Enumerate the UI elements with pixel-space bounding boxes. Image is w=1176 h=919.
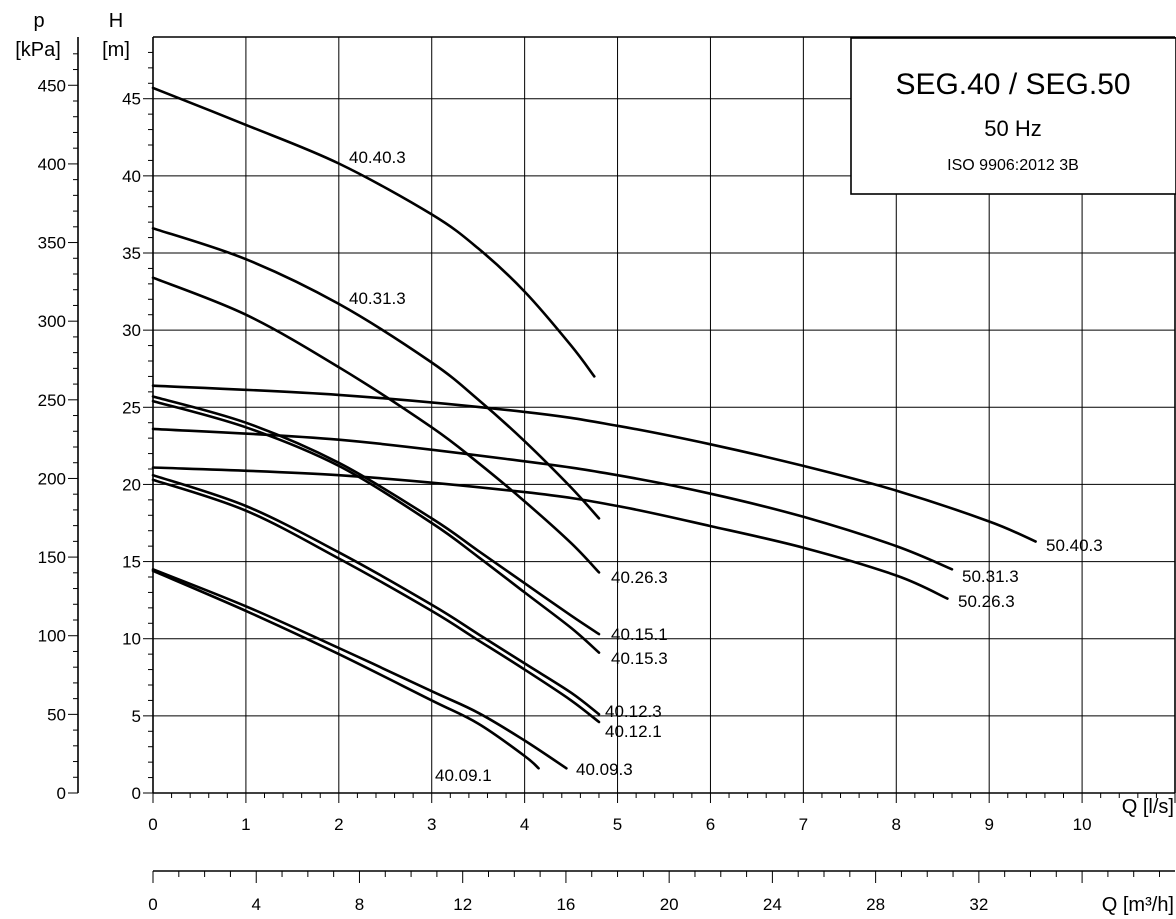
p-tick-label: 150 (38, 548, 66, 567)
h-tick-label: 20 (122, 475, 141, 494)
curve-40.26.3 (151, 276, 601, 574)
x2-tick-label: 4 (251, 895, 260, 914)
x-tick-label: 10 (1073, 815, 1092, 834)
x-tick-label: 1 (241, 815, 250, 834)
curve-label-50.31.3: 50.31.3 (962, 567, 1019, 586)
tick-marks: 0510152025303540450501001502002503003504… (38, 51, 1176, 914)
title-box-frame (850, 37, 1176, 195)
x-tick-label: 7 (799, 815, 808, 834)
curve-label-40.15.1: 40.15.1 (611, 625, 668, 644)
p-tick-label: 0 (57, 784, 66, 803)
x2-tick-label: 28 (866, 895, 885, 914)
x2-tick-label: 0 (148, 895, 157, 914)
x-tick-label: 9 (984, 815, 993, 834)
x-tick-label: 8 (892, 815, 901, 834)
x2-tick-label: 24 (763, 895, 782, 914)
h-tick-label: 30 (122, 321, 141, 340)
x2-tick-label: 12 (453, 895, 472, 914)
curve-label-40.09.1: 40.09.1 (435, 766, 492, 785)
h-axis-title: H (109, 10, 123, 32)
curve-label-50.40.3: 50.40.3 (1046, 536, 1103, 555)
curve-40.09.1 (151, 569, 540, 770)
h-tick-label: 45 (122, 90, 141, 109)
curve-labels: 40.40.3 40.31.3 40.26.3 40.15.1 40.15.3 40.12… (349, 148, 1103, 785)
pump-curves (151, 86, 1037, 770)
x2-tick-label: 8 (355, 895, 364, 914)
h-axis-unit: [m] (102, 39, 130, 61)
chart-title: SEG.40 / SEG.50 (895, 68, 1130, 101)
curve-40.15.3 (151, 399, 601, 654)
curve-label-40.15.3: 40.15.3 (611, 649, 668, 668)
title-box: SEG.40 / SEG.50 50 Hz ISO 9906:2012 3B (850, 37, 1176, 195)
x2-axis-title: Q [m³/h] (1102, 894, 1174, 916)
x2-tick-label: 32 (969, 895, 988, 914)
x-tick-label: 6 (706, 815, 715, 834)
h-tick-label: 25 (122, 398, 141, 417)
curve-40.09.3 (151, 568, 568, 770)
p-tick-label: 100 (38, 627, 66, 646)
h-tick-label: 10 (122, 630, 141, 649)
x-tick-label: 0 (148, 815, 157, 834)
curve-50.31.3 (151, 427, 954, 571)
curve-40.15.1 (151, 395, 601, 636)
curve-40.40.3 (151, 86, 596, 378)
p-axis-unit: [kPa] (15, 39, 61, 61)
chart-standard: ISO 9906:2012 3B (947, 157, 1079, 174)
x2-tick-label: 16 (556, 895, 575, 914)
h-tick-label: 0 (132, 784, 141, 803)
p-tick-label: 200 (38, 469, 66, 488)
p-tick-label: 400 (38, 155, 66, 174)
h-tick-label: 35 (122, 244, 141, 263)
p-tick-label: 450 (38, 76, 66, 95)
x-tick-label: 2 (334, 815, 343, 834)
x-tick-label: 5 (613, 815, 622, 834)
p-tick-label: 350 (38, 234, 66, 253)
p-tick-label: 50 (47, 705, 66, 724)
curve-label-40.26.3: 40.26.3 (611, 568, 668, 587)
x2-tick-label: 20 (660, 895, 679, 914)
curve-label-40.12.3: 40.12.3 (605, 702, 662, 721)
h-tick-label: 40 (122, 167, 141, 186)
curve-label-40.12.1: 40.12.1 (605, 722, 662, 741)
curve-40.31.3 (151, 227, 601, 520)
x-tick-label: 3 (427, 815, 436, 834)
x-axis-title: Q [l/s] (1122, 796, 1174, 818)
p-tick-label: 250 (38, 391, 66, 410)
curve-40.12.3 (151, 473, 601, 716)
p-axis-title: p (33, 10, 44, 32)
curve-label-50.26.3: 50.26.3 (958, 592, 1015, 611)
curve-label-40.40.3: 40.40.3 (349, 148, 406, 167)
curve-label-40.31.3: 40.31.3 (349, 289, 406, 308)
curve-40.12.1 (151, 478, 601, 724)
p-tick-label: 300 (38, 312, 66, 331)
h-tick-label: 15 (122, 553, 141, 572)
curve-50.40.3 (151, 384, 1037, 543)
curve-50.26.3 (151, 466, 949, 600)
chart-subtitle: 50 Hz (984, 116, 1041, 141)
x-tick-label: 4 (520, 815, 529, 834)
curve-label-40.09.3: 40.09.3 (576, 760, 633, 779)
h-tick-label: 5 (132, 707, 141, 726)
